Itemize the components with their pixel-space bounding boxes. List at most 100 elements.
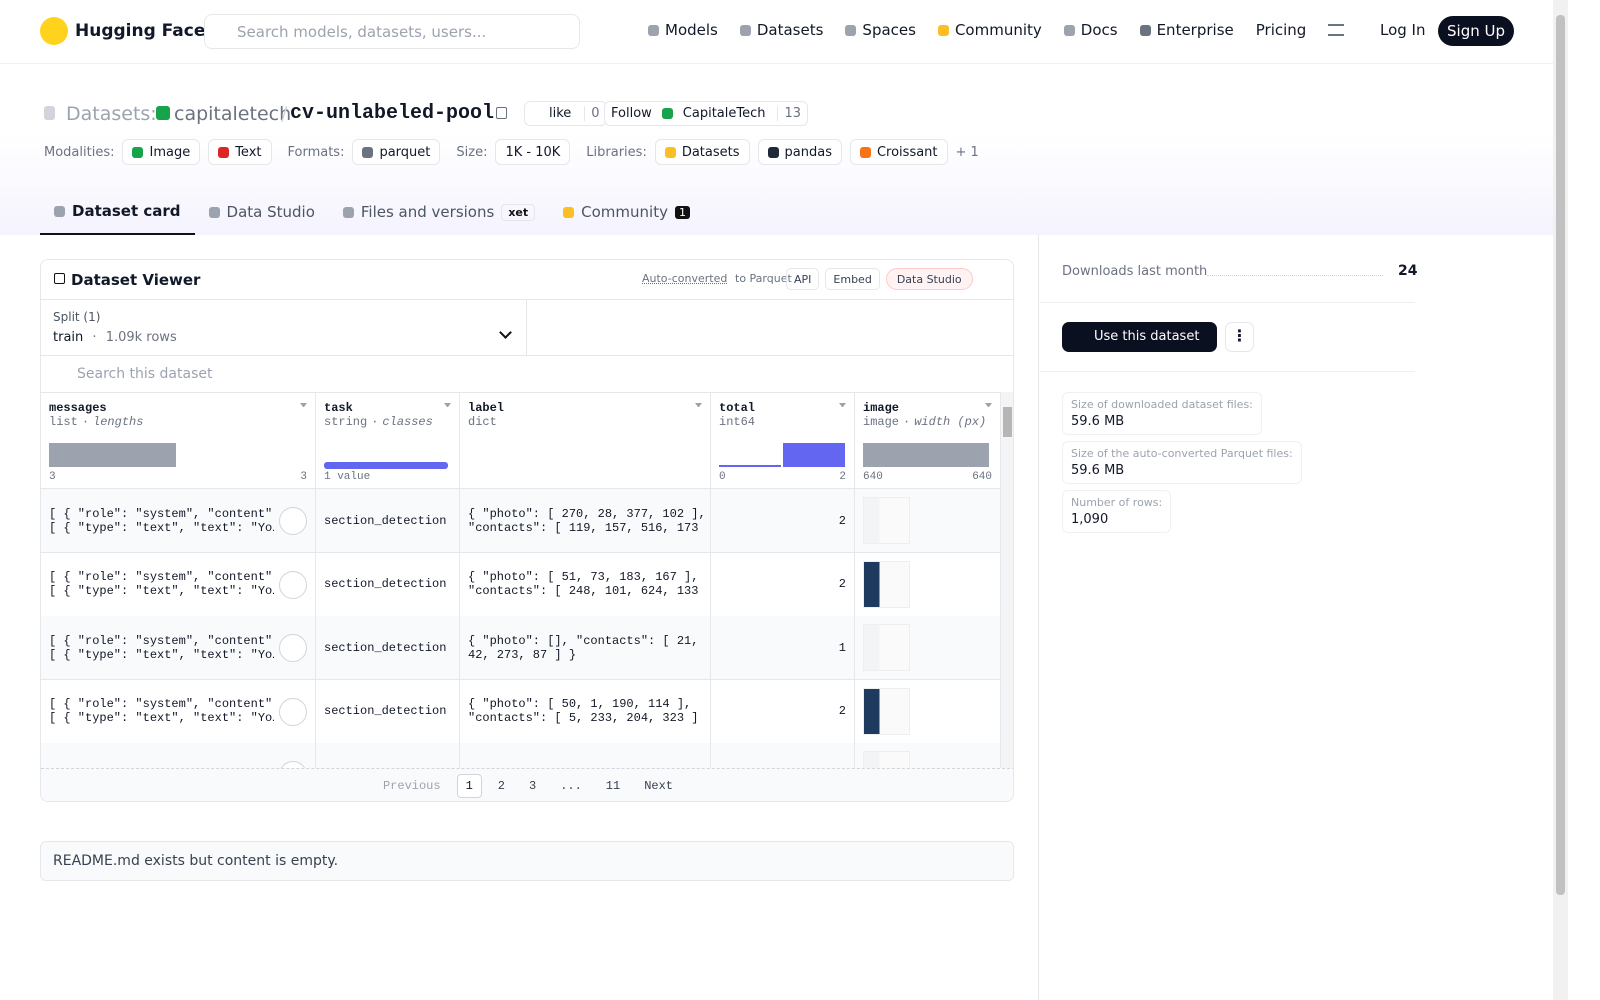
tab[interactable]: Files and versions xet [329, 189, 549, 235]
page-link[interactable]: 11 [605, 778, 621, 793]
messages-cell: [ { "role": "system", "content":[ { "typ… [41, 616, 316, 680]
tag-icon [362, 146, 374, 158]
split-select[interactable]: Split (1) train · 1.09k rows [41, 300, 527, 356]
image-thumbnail[interactable] [863, 624, 910, 671]
page-link[interactable]: 1 [456, 773, 482, 798]
page-scrollbar[interactable] [1553, 0, 1568, 1000]
nav-link[interactable]: Datasets [739, 21, 823, 39]
nav-link[interactable]: Docs [1063, 21, 1118, 39]
tag[interactable]: Croissant [849, 139, 948, 165]
page-scroll-thumb[interactable] [1556, 15, 1565, 895]
messages-line: [ { "role": "system", "content": [49, 633, 274, 648]
expand-button[interactable] [279, 570, 307, 599]
page-link[interactable]: 3 [528, 778, 537, 793]
nav-link[interactable]: Spaces [845, 21, 916, 39]
column-type: dict [468, 415, 702, 429]
histogram-bar [719, 465, 781, 467]
nav-link-label: Enterprise [1156, 21, 1234, 39]
nav-links: Models Datasets Spaces Community Docs Enterpr… [648, 21, 1306, 39]
split-rows: 1.09k rows [105, 330, 177, 345]
signup[interactable]: Sign Up [1438, 16, 1514, 46]
tab-icon [563, 206, 575, 218]
page-link[interactable]: ... [560, 778, 582, 793]
nav-link[interactable]: Pricing [1256, 21, 1307, 39]
split-dot: · [92, 330, 97, 345]
stat-label: Number of rows: [1071, 496, 1163, 509]
tab-badge: xet [501, 203, 536, 221]
more-tags[interactable]: + 1 [955, 144, 979, 160]
tab-label: Data Studio [226, 203, 315, 221]
image-thumbnail[interactable] [863, 497, 910, 544]
label-line: { "photo": [ 51, 73, 183, 167 ], [468, 570, 699, 584]
viewer-button[interactable]: Data Studio [885, 268, 973, 290]
tag[interactable]: parquet [352, 139, 441, 165]
viewer-button[interactable]: Embed [825, 268, 880, 290]
more-button[interactable]: ⋮ [1225, 322, 1254, 352]
sort-icon[interactable] [985, 403, 992, 413]
tab[interactable]: Dataset card [40, 189, 195, 235]
column-type: int64 [719, 415, 846, 429]
tag-group-label: Size: [456, 144, 488, 160]
scrollbar[interactable] [1001, 392, 1013, 768]
tag[interactable]: 1K - 10K [495, 139, 571, 165]
tag-label: 1K - 10K [505, 144, 561, 160]
split-name: train [53, 330, 84, 345]
tag-group-label: Formats: [287, 144, 345, 160]
task-cell: section_detection [316, 679, 460, 744]
nav-link[interactable]: Enterprise [1139, 21, 1234, 39]
label-line: { "photo": [ 50, 1, 190, 114 ], [468, 697, 692, 711]
auto-converted[interactable]: Auto-converted [642, 272, 728, 285]
copy-icon[interactable] [496, 107, 507, 119]
column-name: messages [49, 401, 107, 415]
brand[interactable]: Hugging Face [75, 21, 206, 41]
tag-icon [859, 146, 871, 158]
tag[interactable]: Datasets [654, 139, 750, 165]
viewer-button[interactable]: API [786, 268, 820, 290]
sort-icon[interactable] [444, 403, 451, 413]
sort-icon[interactable] [839, 403, 846, 413]
total-cell [711, 743, 855, 768]
sort-icon[interactable] [695, 403, 702, 413]
expand-button[interactable] [279, 697, 307, 726]
section[interactable]: Datasets: [66, 103, 157, 125]
messages-line: [ { "role": "system", "content": [49, 697, 274, 711]
data-table: messages list · lengths 3 3 task string · classes… [41, 392, 1001, 768]
nav-link[interactable]: Community [937, 21, 1042, 39]
tag[interactable]: Image [122, 139, 201, 165]
sort-icon[interactable] [300, 403, 307, 413]
image-thumbnail[interactable] [863, 560, 910, 608]
column-stat: lengths [93, 415, 144, 429]
follow-button[interactable]: Follow CapitaleTech 13 [604, 101, 809, 126]
label-line: "contacts": [ 119, 157, 516, 173 … [468, 520, 703, 535]
scroll-thumb[interactable] [1003, 407, 1012, 437]
tag[interactable]: Text [208, 139, 272, 165]
expand-button[interactable] [279, 507, 307, 535]
menu-icon[interactable] [1328, 24, 1344, 36]
class-summary: 1 value [324, 471, 371, 483]
search-input[interactable]: Search models, datasets, users... [204, 14, 580, 49]
like-button[interactable]: like 0 [524, 101, 607, 126]
expand-button[interactable] [279, 634, 307, 662]
column-stat: classes [382, 415, 433, 429]
total-cell: 2 [711, 489, 855, 553]
use-dataset-button[interactable]: Use this dataset [1062, 322, 1217, 352]
image-thumbnail[interactable] [863, 751, 910, 768]
range-min: 3 [49, 471, 56, 483]
image-thumbnail[interactable] [863, 687, 910, 735]
split-label: Split (1) [53, 310, 101, 324]
tag-label: Croissant [876, 144, 938, 160]
column-type: list · lengths [49, 415, 307, 429]
expand-button[interactable] [279, 761, 307, 768]
nav-link[interactable]: Models [648, 21, 718, 39]
tag[interactable]: pandas [757, 139, 842, 165]
tag-label: Datasets [681, 144, 740, 160]
owner[interactable]: capitaletech [174, 103, 292, 125]
tab[interactable]: Community 1 [549, 189, 704, 235]
dataset-name[interactable]: cv-unlabeled-pool [290, 102, 495, 125]
page-link[interactable]: 2 [497, 778, 505, 793]
dataset-search[interactable]: Search this dataset [77, 366, 213, 382]
logo[interactable] [40, 17, 68, 45]
tab[interactable]: Data Studio [195, 189, 329, 235]
next[interactable]: Next [644, 778, 674, 793]
login[interactable]: Log In [1380, 21, 1426, 39]
